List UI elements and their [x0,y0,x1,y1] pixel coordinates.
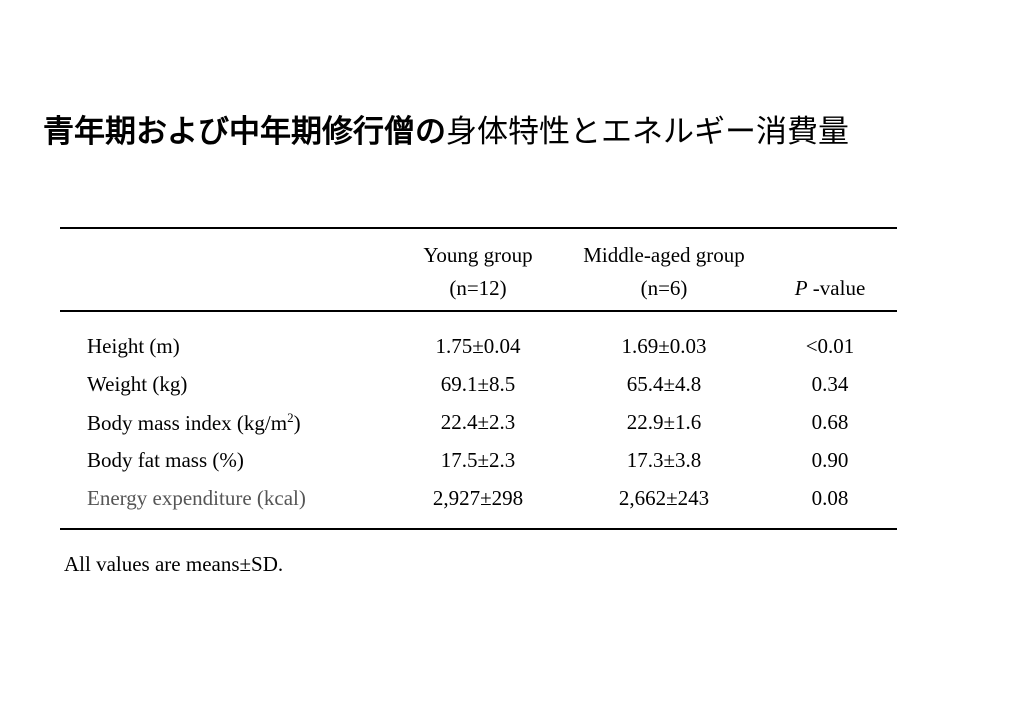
cell-young-height: 1.75±0.04 [435,334,521,358]
table-footnote: All values are means±SD. [64,552,284,576]
page-title: 青年期および中年期修行僧の身体特性とエネルギー消費量 [43,108,1003,156]
header-middle-n: (n=6) [640,276,688,300]
cell-young-body-fat: 17.5±2.3 [440,448,516,472]
header-p-suffix: -value [807,276,866,300]
cell-p-bmi: 0.68 [811,410,849,434]
row-label-energy: Energy expenditure (kcal) [87,486,306,510]
header-young-group: Young group [423,243,533,267]
cell-young-bmi: 22.4±2.3 [440,410,516,434]
table-header-rule [60,310,897,312]
title-normal-part: 身体特性とエネルギー消費量 [446,114,849,150]
cell-middle-weight: 65.4±4.8 [626,372,702,396]
bmi-label-suffix: ) [293,411,301,435]
cell-middle-energy: 2,662±243 [618,486,710,510]
bmi-label-sup: 2 [287,410,294,425]
header-middle-group: Middle-aged group [583,243,745,267]
cell-p-body-fat: 0.90 [811,448,849,472]
row-label-bmi: Body mass index (kg/m2) [87,410,301,436]
header-young-n: (n=12) [449,276,507,300]
row-label-height: Height (m) [87,334,180,358]
table-top-rule [60,227,897,229]
row-label-weight: Weight (kg) [87,372,188,396]
cell-young-weight: 69.1±8.5 [440,372,516,396]
cell-middle-bmi: 22.9±1.6 [626,410,702,434]
cell-p-energy: 0.08 [811,486,849,510]
cell-p-weight: 0.34 [811,372,849,396]
cell-p-height: <0.01 [805,334,855,358]
title-bold-part: 青年期および中年期修行僧の [43,114,446,150]
row-label-body-fat: Body fat mass (%) [87,448,244,472]
header-p-value: P -value [770,275,890,301]
cell-middle-height: 1.69±0.03 [621,334,707,358]
table-bottom-rule [60,528,897,530]
cell-young-energy: 2,927±298 [432,486,524,510]
bmi-label-prefix: Body mass index (kg/m [87,411,288,435]
header-p-italic: P [794,276,808,300]
cell-middle-body-fat: 17.3±3.8 [626,448,702,472]
